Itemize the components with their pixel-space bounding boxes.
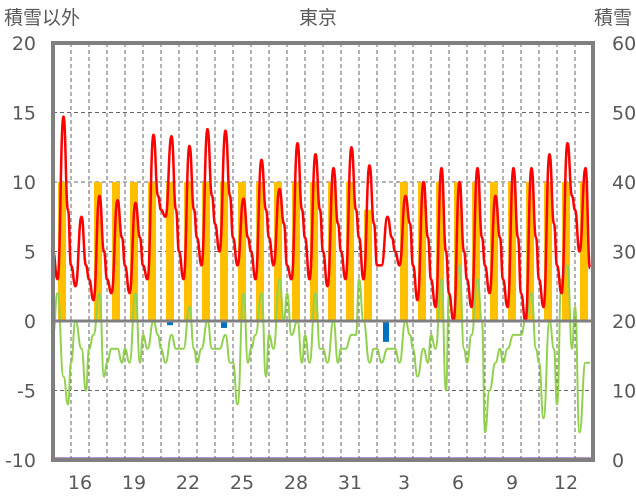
x-tick-label: 12 [554, 472, 578, 494]
x-tick-label: 3 [398, 472, 410, 494]
right-tick-label: 30 [612, 242, 636, 264]
precipitation-bar [167, 321, 173, 326]
left-tick-label: 20 [12, 33, 36, 55]
sunshine-bar [148, 182, 156, 321]
left-tick-label: -5 [17, 381, 36, 403]
temperature-line [51, 115, 592, 323]
left-tick-label: 15 [12, 103, 36, 125]
x-tick-label: 16 [68, 472, 92, 494]
sunshine-bar [562, 182, 570, 321]
left-tick-label: -10 [5, 450, 36, 472]
x-tick-label: 6 [452, 472, 464, 494]
sunshine-bar [238, 182, 246, 321]
sunshine-bar [364, 209, 372, 321]
dewpoint-line [52, 264, 590, 434]
sunshine-bar [580, 182, 588, 321]
sunshine-bar [472, 182, 480, 321]
sunshine-bar [328, 182, 336, 321]
left-tick-label: 5 [24, 242, 36, 264]
left-tick-label: 10 [12, 172, 36, 194]
sunshine-bar [436, 182, 444, 321]
x-tick-label: 22 [176, 472, 200, 494]
sunshine-bar [400, 182, 408, 321]
x-tick-label: 25 [230, 472, 254, 494]
right-tick-label: 0 [612, 450, 624, 472]
sunshine-bar [112, 182, 120, 321]
chart-title: 東京 [299, 7, 337, 29]
x-tick-label: 19 [122, 472, 146, 494]
sunshine-bar [58, 182, 66, 321]
sunshine-bar [292, 182, 300, 321]
right-tick-label: 20 [612, 311, 636, 333]
sunshine-bar [184, 182, 192, 321]
sunshine-bar [130, 182, 138, 321]
plot-frame [51, 41, 595, 462]
sunshine-bar [220, 182, 228, 321]
sunshine-bar [454, 182, 462, 321]
sunshine-bar [544, 182, 552, 321]
sunshine-bar [202, 182, 210, 321]
sunshine-bar [526, 182, 534, 321]
sunshine-bar [418, 182, 426, 321]
x-tick-label: 9 [506, 472, 518, 494]
sunshine-bar [508, 182, 516, 321]
right-tick-label: 60 [612, 33, 636, 55]
right-axis-title: 積雪 [594, 7, 632, 29]
x-tick-label: 31 [338, 472, 362, 494]
sunshine-bar [274, 182, 282, 321]
sunshine-bar [166, 182, 174, 321]
precipitation-bar [221, 321, 227, 328]
left-axis-title: 積雪以外 [4, 7, 80, 29]
sunshine-bar [490, 182, 498, 321]
right-tick-label: 50 [612, 103, 636, 125]
right-tick-label: 40 [612, 172, 636, 194]
right-tick-label: 10 [612, 381, 636, 403]
sunshine-bar [94, 182, 102, 321]
precipitation-bar [383, 321, 389, 342]
sunshine-bar [310, 182, 318, 321]
sunshine-bar [256, 182, 264, 321]
sunshine-bar [346, 182, 354, 321]
x-tick-label: 28 [284, 472, 308, 494]
left-tick-label: 0 [24, 311, 36, 333]
